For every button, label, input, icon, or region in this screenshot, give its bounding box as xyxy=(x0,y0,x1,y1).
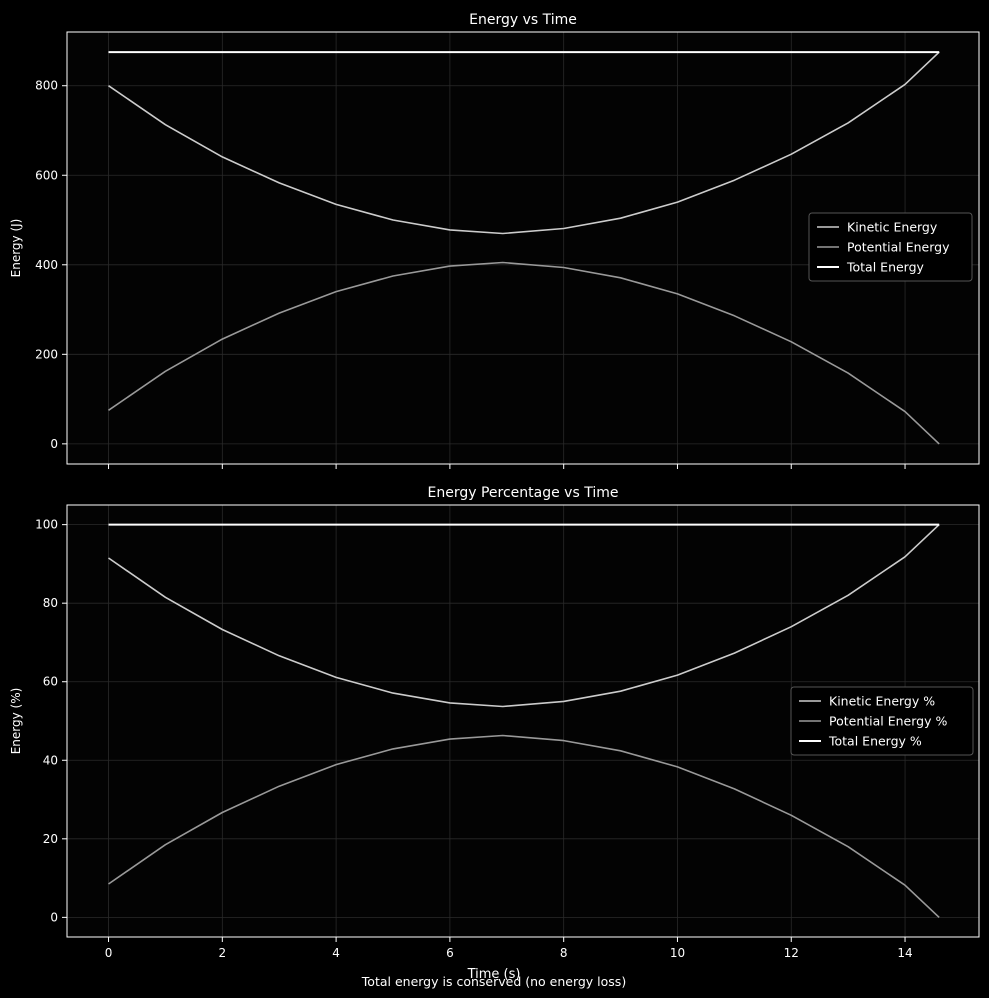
series-line-0 xyxy=(108,51,940,235)
y-tick-label: 100 xyxy=(35,518,58,532)
y-axis-label: Energy (J) xyxy=(9,219,23,278)
energy-percentage-panel: 0 2 4 6 8 10 12 14 0 20 40 60 80 100 Energy Percentage… xyxy=(9,485,980,960)
axes-frame xyxy=(66,31,980,465)
series-line-1 xyxy=(108,734,940,918)
chart-title: Energy vs Time xyxy=(469,12,577,28)
y-tick-label: 0 xyxy=(50,437,58,451)
legend-label: Kinetic Energy % xyxy=(829,694,935,709)
chart-title: Energy Percentage vs Time xyxy=(428,485,619,501)
y-tick-label: 80 xyxy=(43,596,58,610)
x-tick-label: 8 xyxy=(560,946,568,960)
x-tick-label: 14 xyxy=(897,946,912,960)
legend-label: Total Energy xyxy=(846,260,925,275)
y-tick-label: 200 xyxy=(35,347,58,361)
axes-frame xyxy=(66,504,980,938)
y-tick-label: 20 xyxy=(43,832,58,846)
series-line-0 xyxy=(108,524,940,708)
legend-label: Potential Energy % xyxy=(829,714,947,729)
y-tick-label: 40 xyxy=(43,753,58,767)
legend-label: Kinetic Energy xyxy=(847,220,938,235)
legend-label: Total Energy % xyxy=(828,734,922,749)
energy-vs-time-panel: 0 200 400 600 800 Energy vs Time Energy (J) Kin… xyxy=(9,12,980,469)
y-tick-label: 400 xyxy=(35,258,58,272)
x-tick-label: 6 xyxy=(446,946,454,960)
x-tick-label: 12 xyxy=(784,946,799,960)
shared-xlabel: Time (s) xyxy=(467,967,521,982)
legend-box xyxy=(808,212,973,282)
footnote: Total energy is conserved (no energy los… xyxy=(361,974,626,989)
y-tick-label: 600 xyxy=(35,168,58,182)
y-axis-label: Energy (%) xyxy=(9,688,23,755)
series-line-1 xyxy=(108,261,940,445)
y-tick-label: 800 xyxy=(35,79,58,93)
x-tick-label: 10 xyxy=(670,946,685,960)
y-tick-label: 0 xyxy=(50,910,58,924)
legend-box xyxy=(790,686,974,756)
y-tick-label: 60 xyxy=(43,675,58,689)
x-tick-label: 4 xyxy=(332,946,340,960)
x-tick-label: 2 xyxy=(218,946,226,960)
x-tick-label: 0 xyxy=(105,946,113,960)
legend-label: Potential Energy xyxy=(847,240,950,255)
